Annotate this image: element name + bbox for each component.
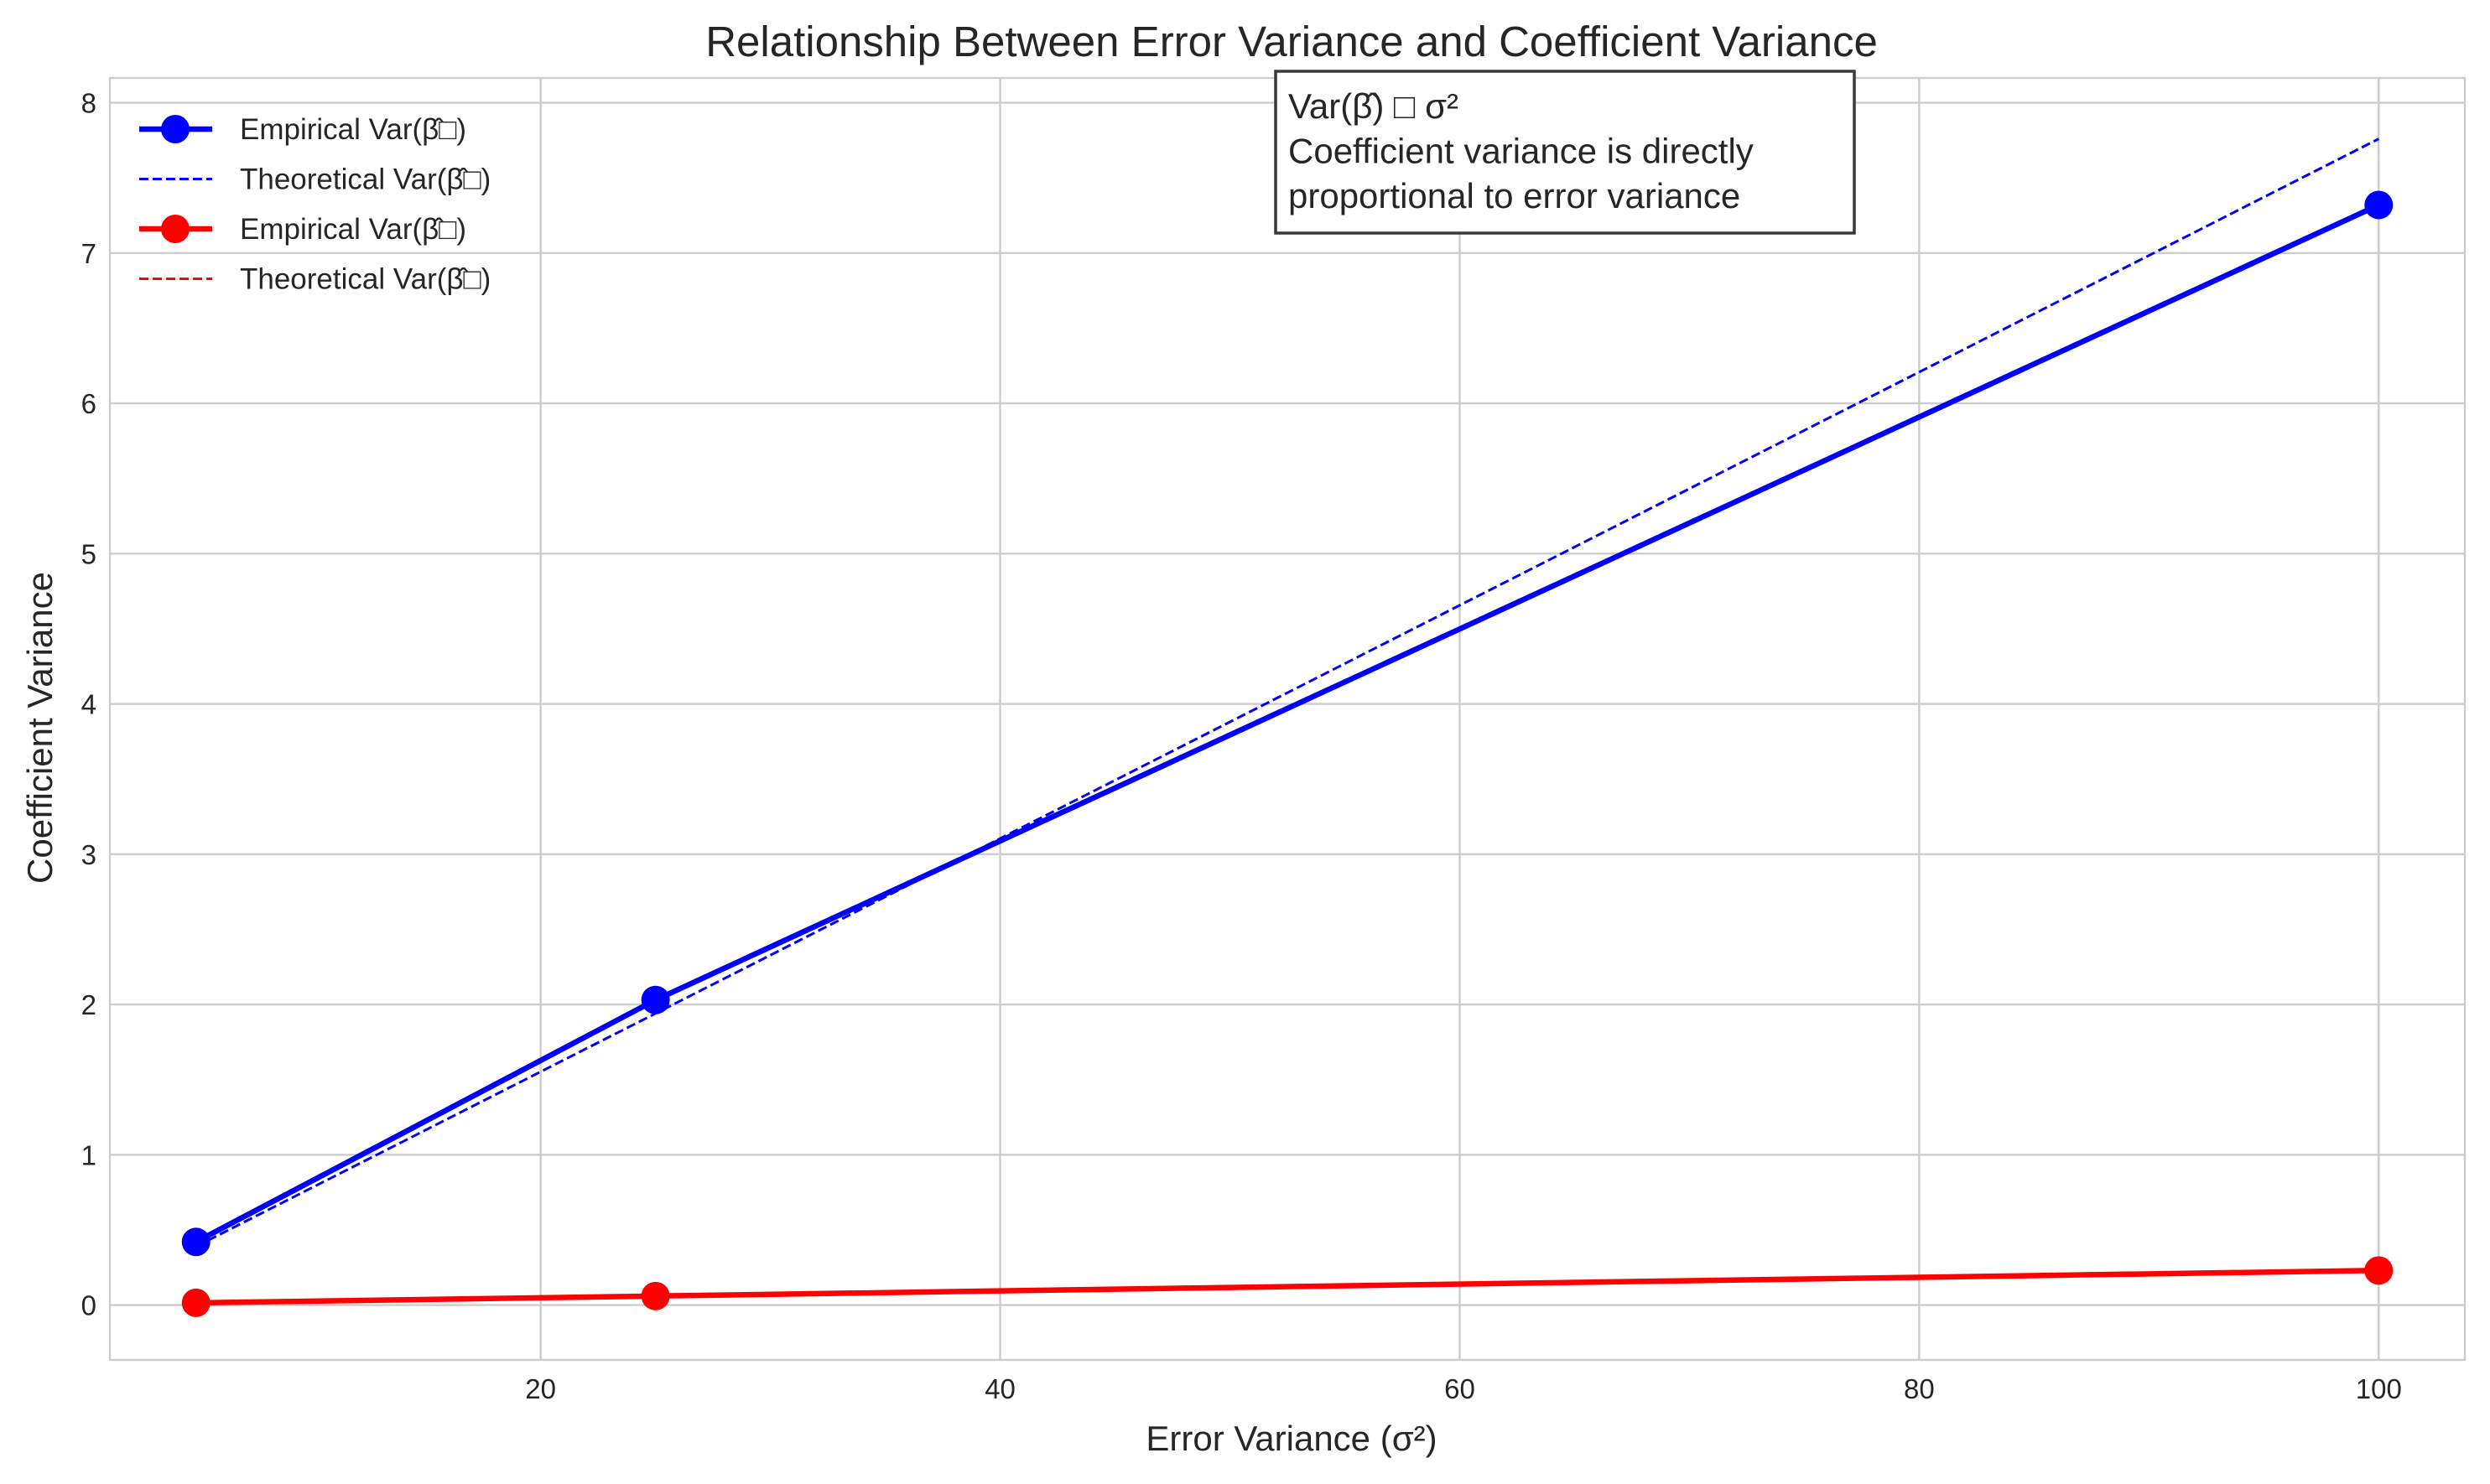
y-tick-label: 0 xyxy=(81,1290,96,1321)
y-tick-label: 1 xyxy=(81,1139,96,1170)
annotation-line: proportional to error variance xyxy=(1288,176,1740,215)
chart-title: Relationship Between Error Variance and … xyxy=(705,18,1878,65)
legend-label: Empirical Var(β̂□) xyxy=(240,213,466,246)
x-tick-label: 60 xyxy=(1444,1373,1475,1404)
legend-swatch-marker xyxy=(161,215,190,243)
legend-label: Theoretical Var(β̂□) xyxy=(240,163,491,196)
legend-label: Theoretical Var(β̂□) xyxy=(240,263,491,296)
y-tick-label: 7 xyxy=(81,238,96,269)
y-tick-label: 3 xyxy=(81,839,96,870)
x-tick-label: 40 xyxy=(985,1373,1016,1404)
x-tick-label: 100 xyxy=(2356,1373,2402,1404)
x-tick-label: 80 xyxy=(1904,1373,1935,1404)
data-point xyxy=(2364,1256,2394,1285)
x-axis-title: Error Variance (σ²) xyxy=(1146,1419,1437,1458)
y-tick-label: 2 xyxy=(81,989,96,1020)
y-tick-label: 5 xyxy=(81,538,96,569)
legend-label: Empirical Var(β̂□) xyxy=(240,113,466,146)
annotation-line: Var(β̂) □ σ² xyxy=(1288,86,1458,126)
y-tick-label: 6 xyxy=(81,388,96,419)
annotation-box: Var(β̂) □ σ² Coefficient variance is dire… xyxy=(1274,70,1856,235)
data-point xyxy=(181,1288,211,1317)
y-axis-title: Coefficient Variance xyxy=(20,572,60,884)
data-point xyxy=(641,985,670,1014)
data-point xyxy=(2364,190,2394,220)
data-point xyxy=(181,1227,211,1257)
y-tick-label: 8 xyxy=(81,88,96,119)
annotation-frame xyxy=(1274,70,1856,235)
data-point xyxy=(641,1281,670,1310)
legend: Empirical Var(β̂□) Theoretical Var(β̂□) Em… xyxy=(139,113,491,296)
series-markers xyxy=(181,190,2394,1317)
y-tick-label: 4 xyxy=(81,689,96,720)
legend-swatch-marker xyxy=(161,115,190,143)
annotation-line: Coefficient variance is directly xyxy=(1288,132,1754,171)
axis-ticks: 20 40 60 80 100 0 1 2 3 4 5 6 7 8 xyxy=(81,88,2402,1404)
x-tick-label: 20 xyxy=(525,1373,556,1404)
